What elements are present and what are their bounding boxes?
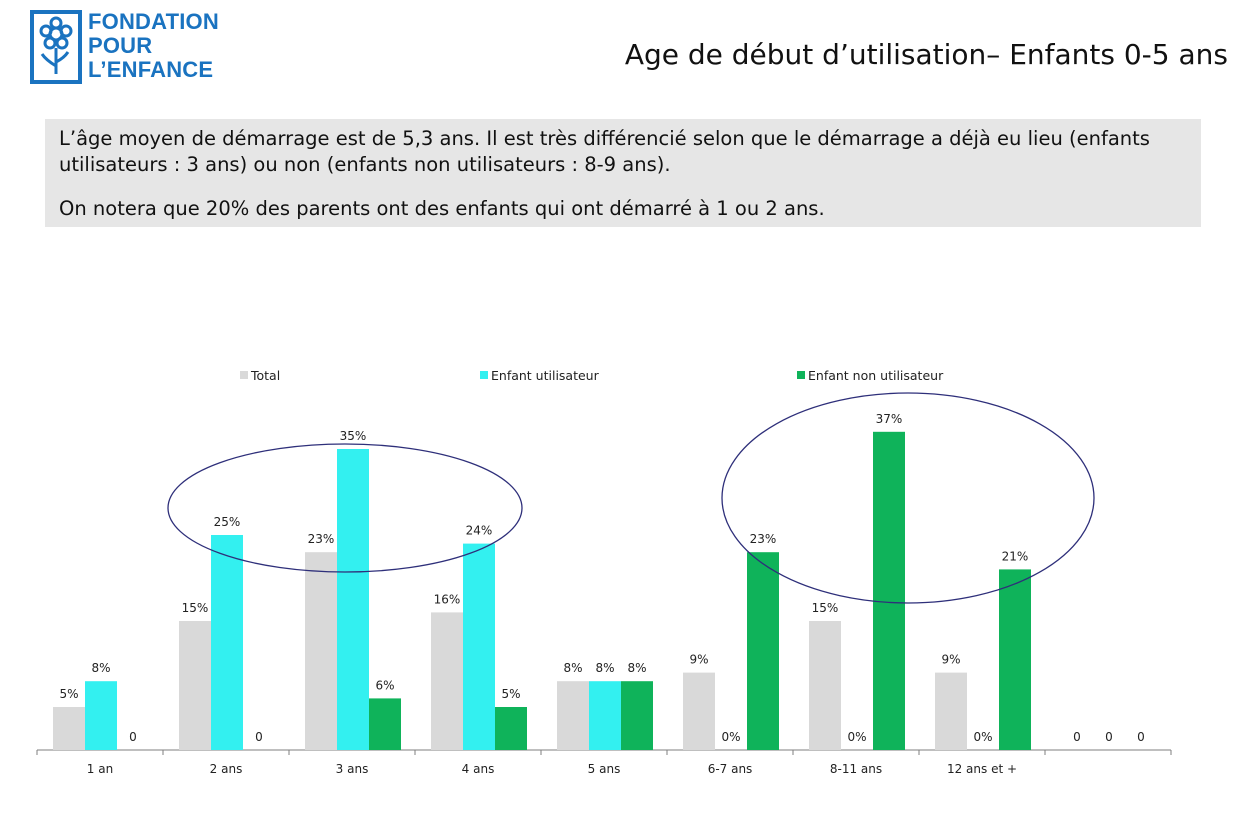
data-label: 0 (1137, 730, 1145, 744)
x-tick-label: 8-11 ans (830, 762, 882, 776)
annotation-ellipse-utilisateurs (167, 443, 523, 573)
logo-line: POUR (88, 33, 153, 58)
data-label: 0% (973, 730, 992, 744)
data-label: 9% (941, 653, 960, 667)
bar (463, 543, 495, 750)
x-tick-label: 1 an (87, 762, 113, 776)
data-label: 6% (375, 678, 394, 692)
data-label: 8% (627, 661, 646, 675)
x-tick-label: 5 ans (588, 762, 621, 776)
bar (85, 681, 117, 750)
data-label: 8% (91, 661, 110, 675)
bar (935, 672, 967, 750)
bar (557, 681, 589, 750)
bar (53, 707, 85, 750)
data-label: 0 (129, 730, 137, 744)
summary-box: L’âge moyen de démarrage est de 5,3 ans.… (45, 119, 1201, 227)
x-tick-label: 3 ans (336, 762, 369, 776)
data-label: 5% (501, 687, 520, 701)
bar (683, 672, 715, 750)
bar (873, 431, 905, 750)
data-label: 25% (214, 515, 241, 529)
bar (369, 698, 401, 750)
x-tick-label: 2 ans (210, 762, 243, 776)
bar (621, 681, 653, 750)
bar (999, 569, 1031, 750)
data-label: 5% (59, 687, 78, 701)
data-label: 0 (255, 730, 263, 744)
flower-logo-icon (30, 10, 82, 84)
x-tick-label: 4 ans (462, 762, 495, 776)
x-tick-label: 12 ans et + (947, 762, 1017, 776)
data-label: 16% (434, 592, 461, 606)
bar (179, 621, 211, 750)
legend-swatch (797, 371, 805, 379)
bar (809, 621, 841, 750)
data-label: 0% (847, 730, 866, 744)
logo-text: FONDATION POUR L’ENFANCE (88, 10, 219, 82)
summary-paragraph-2: On notera que 20% des parents ont des en… (59, 197, 825, 220)
bar (337, 449, 369, 750)
legend-label: Total (250, 368, 280, 383)
data-label: 0 (1105, 730, 1113, 744)
data-label: 37% (876, 412, 903, 426)
data-label: 0 (1073, 730, 1081, 744)
data-label: 23% (308, 532, 335, 546)
logo-line: L’ENFANCE (88, 57, 214, 82)
x-tick-label: 6-7 ans (708, 762, 753, 776)
legend-label: Enfant non utilisateur (808, 368, 944, 383)
annotation-ellipse-non-utilisateurs (721, 392, 1095, 604)
bar (305, 552, 337, 750)
page-title: Age de début d’utilisation– Enfants 0-5 … (624, 38, 1228, 71)
bar (431, 612, 463, 750)
data-label: 15% (182, 601, 209, 615)
bar (747, 552, 779, 750)
legend-swatch (240, 371, 248, 379)
summary-paragraph-1: L’âge moyen de démarrage est de 5,3 ans.… (59, 127, 1150, 176)
bar (211, 535, 243, 750)
legend-label: Enfant utilisateur (491, 368, 600, 383)
legend-swatch (480, 371, 488, 379)
logo-line: FONDATION (88, 9, 219, 34)
bar (495, 707, 527, 750)
data-label: 8% (595, 661, 614, 675)
data-label: 21% (1002, 549, 1029, 563)
data-label: 8% (563, 661, 582, 675)
data-label: 0% (721, 730, 740, 744)
logo: FONDATION POUR L’ENFANCE (30, 10, 240, 88)
data-label: 35% (340, 429, 367, 443)
data-label: 24% (466, 524, 493, 538)
data-label: 15% (812, 601, 839, 615)
bar (589, 681, 621, 750)
data-label: 23% (750, 532, 777, 546)
data-label: 9% (689, 653, 708, 667)
bar-chart: 1 an 5% 8% 0 2 ans 15% 25% 0 3 ans 23% 35% 6% 4 ans 1… (36, 368, 1172, 776)
